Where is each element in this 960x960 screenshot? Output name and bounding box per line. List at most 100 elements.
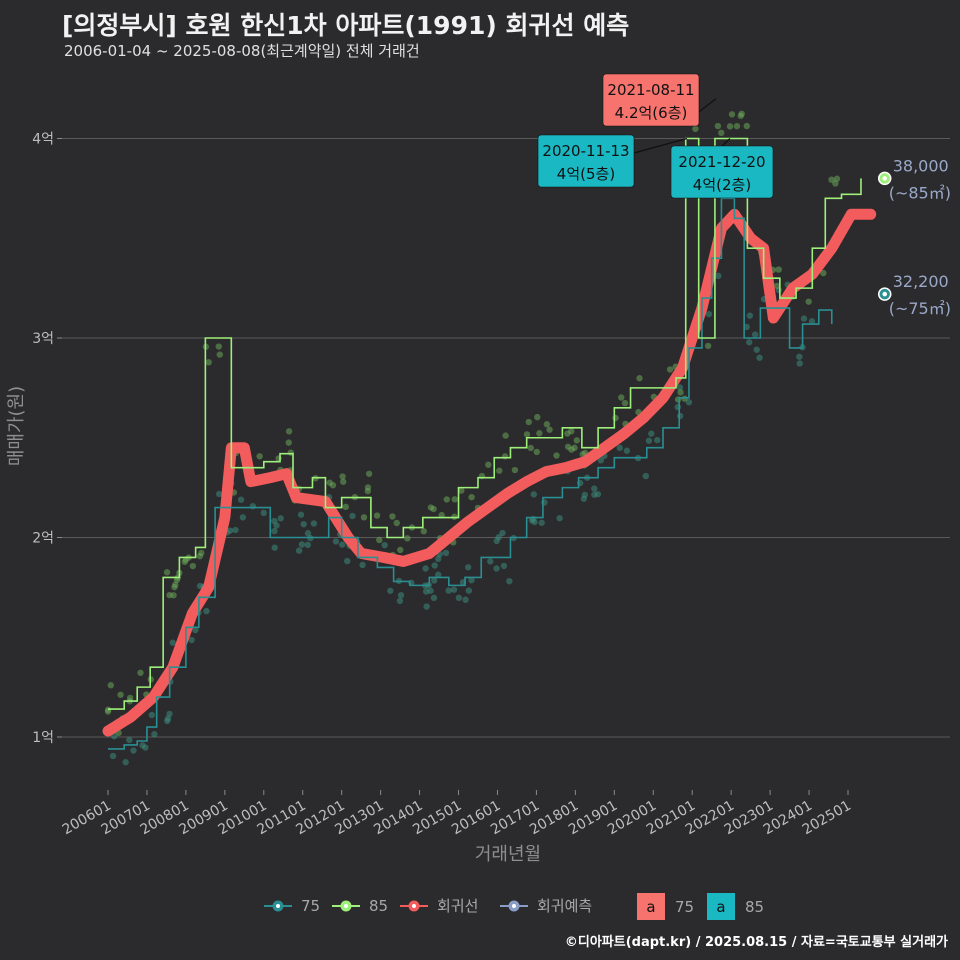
scatter-point [260, 509, 267, 517]
end-label-area-75: (~75㎡) [889, 299, 951, 318]
scatter-point [674, 403, 682, 411]
scatter-point [666, 366, 674, 373]
legend-box-label: 85 [745, 898, 764, 916]
scatter-point [373, 512, 381, 519]
scatter-point [431, 577, 438, 584]
scatter-point [704, 342, 712, 350]
page-title: [의정부시] 호원 한신1차 아파트(1991) 회귀선 예측 [62, 11, 630, 40]
scatter-point [304, 541, 312, 549]
legend: 75 85 회귀선 회귀예측 a 75 a 85 [264, 893, 764, 920]
scatter-point [796, 353, 803, 360]
scatter-point [499, 529, 506, 537]
scatter-point [196, 552, 204, 560]
scatter-point [451, 496, 458, 503]
scatter-point [636, 375, 643, 382]
scatter-point [192, 626, 199, 634]
scatter-point [376, 536, 383, 544]
annotation-value: 4억(2층) [693, 176, 751, 194]
y-tick-label: 1억 [32, 730, 54, 746]
scatter-point [546, 426, 553, 433]
scatter-point [536, 430, 543, 437]
scatter-point [249, 502, 257, 510]
scatter-point [349, 512, 356, 520]
scatter-point [404, 535, 411, 542]
scatter-point [203, 607, 210, 615]
scatter-point [431, 562, 438, 569]
scatter-point [500, 562, 508, 570]
end-point-center [882, 291, 888, 297]
scatter-point [126, 736, 133, 744]
scatter-point [122, 759, 129, 766]
annotation-date: 2020-11-13 [542, 142, 629, 160]
scatter-point [833, 175, 841, 182]
scatter-point [117, 691, 124, 698]
scatter-point [109, 752, 117, 760]
scatter-point [381, 541, 388, 549]
scatter-point [733, 122, 741, 130]
scatter-point [743, 122, 750, 130]
scatter-point [148, 711, 156, 719]
scatter-point [726, 123, 734, 130]
scatter-point [715, 272, 722, 280]
scatter-point [205, 359, 212, 366]
scatter-point [654, 436, 661, 444]
scatter-point [104, 708, 112, 715]
scatter-point [718, 129, 725, 137]
scatter-point [430, 594, 438, 602]
scatter-point [359, 561, 366, 569]
scatter-point [298, 541, 306, 548]
scatter-point [796, 360, 803, 367]
scatter-point [495, 533, 502, 541]
scatter-point [462, 596, 469, 603]
scatter-point [751, 331, 759, 338]
end-label-price-75: 32,200 [893, 272, 949, 291]
scatter-point [746, 312, 754, 319]
scatter-point [458, 487, 465, 494]
scatter-point [169, 639, 176, 646]
scatter-point [753, 346, 760, 353]
scatter-point [189, 562, 197, 570]
y-tick-label: 3억 [32, 331, 54, 347]
scatter-point [423, 603, 430, 610]
legend-box [637, 893, 665, 920]
scatter-point [591, 485, 598, 492]
scatter-point [805, 298, 812, 305]
scatter-point [756, 354, 763, 361]
scatter-point [465, 587, 473, 594]
annotation-connector [633, 137, 688, 154]
scatter-point [455, 594, 463, 602]
scatter-point [523, 431, 531, 438]
scatter-point [397, 591, 405, 599]
series-line-regression [102, 208, 877, 737]
credit-text: ©디아파트(dapt.kr) / 2025.08.15 / 자료=국토교통부 실… [564, 935, 948, 950]
scatter-point [445, 587, 452, 594]
scatter-point [256, 453, 263, 460]
series-line-75 [108, 197, 833, 750]
scatter-point [422, 565, 429, 572]
scatter-point [340, 478, 347, 485]
scatter-point [618, 394, 625, 401]
scatter-point [737, 112, 744, 120]
scatter-point [277, 515, 284, 522]
scatter-point [342, 503, 349, 511]
scatter-point [304, 530, 312, 537]
scatter-point [511, 466, 519, 474]
scatter-point [271, 527, 278, 535]
scatter-point [527, 444, 534, 452]
scatter-point [573, 437, 581, 444]
scatter-point [215, 490, 223, 498]
scatter-point [746, 339, 753, 346]
scatter-point [581, 491, 589, 499]
scatter-point [300, 521, 307, 528]
scatter-point [397, 546, 404, 554]
scatter-point [714, 122, 722, 130]
end-point-center [882, 176, 888, 181]
scatter-point [438, 511, 445, 519]
scatter-point [525, 418, 532, 426]
annotation-date: 2021-12-20 [678, 153, 765, 171]
scatter-point [775, 266, 782, 273]
scatter-point [365, 470, 373, 477]
annotation-connector [721, 138, 731, 147]
scatter-point [285, 439, 292, 446]
scatter-point [163, 569, 171, 576]
